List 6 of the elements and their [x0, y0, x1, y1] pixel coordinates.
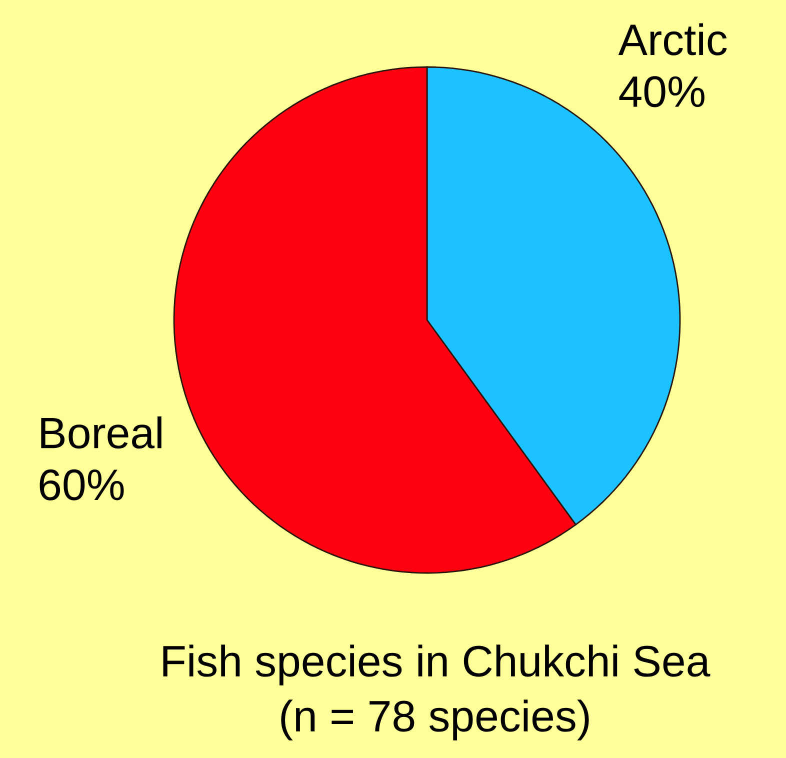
data-label: 40%: [619, 76, 704, 108]
data-label: 60%: [40, 469, 124, 500]
slice-label: Boreal: [41, 416, 162, 449]
text: Fish species in Chukchi Sea: [163, 644, 710, 686]
slice-label: Arctic: [618, 23, 727, 56]
text: (n = 78 species): [281, 700, 589, 740]
